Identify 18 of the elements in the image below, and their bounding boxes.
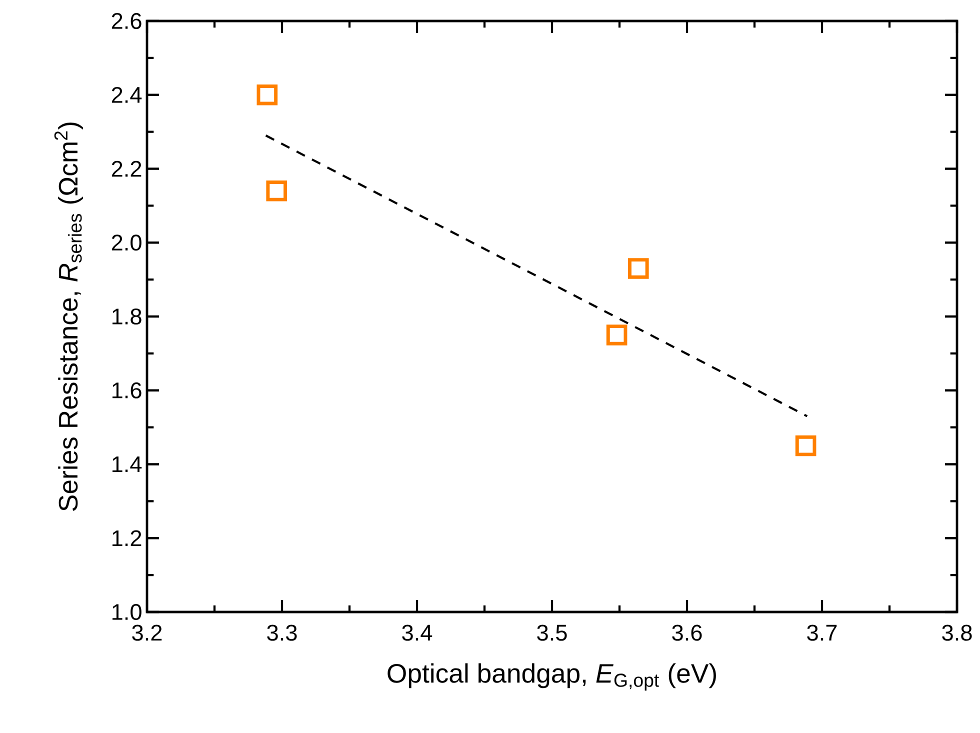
x-tick-label: 3.4 [402,624,432,641]
y-tick-label: 1.8 [112,308,142,325]
y-tick-label: 2.6 [112,12,142,30]
y-tick-label: 1.4 [112,456,142,472]
x-tick-label: 3.3 [267,624,297,641]
y-tick-label: 1.0 [112,604,142,620]
y-axis-title: Series Resistance, R$_{series}$ (Ωcm$^{2}$) [54,122,83,511]
y-tick-label: 2.2 [112,160,142,177]
x-tick-label: 3.6 [672,624,702,641]
y-tick-label: 2.4 [112,86,142,103]
x-tick-label: 3.8 [942,624,972,641]
y-tick-label: 1.6 [112,382,142,398]
x-axis-title: Optical bandgap, E$_{G,opt}$ (eV) [388,663,716,691]
y-tick-label: 1.2 [112,530,142,546]
y-tick-label: 2.0 [112,234,142,251]
x-tick-label: 3.5 [537,624,567,641]
x-tick-label: 3.2 [132,624,162,641]
x-tick-label: 3.7 [807,624,837,641]
